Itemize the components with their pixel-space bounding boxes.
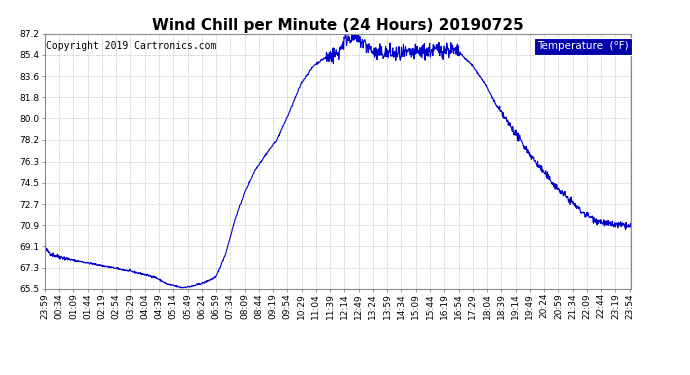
Text: Temperature  (°F): Temperature (°F) — [537, 41, 629, 51]
Title: Wind Chill per Minute (24 Hours) 20190725: Wind Chill per Minute (24 Hours) 2019072… — [152, 18, 524, 33]
Text: Copyright 2019 Cartronics.com: Copyright 2019 Cartronics.com — [46, 41, 217, 51]
